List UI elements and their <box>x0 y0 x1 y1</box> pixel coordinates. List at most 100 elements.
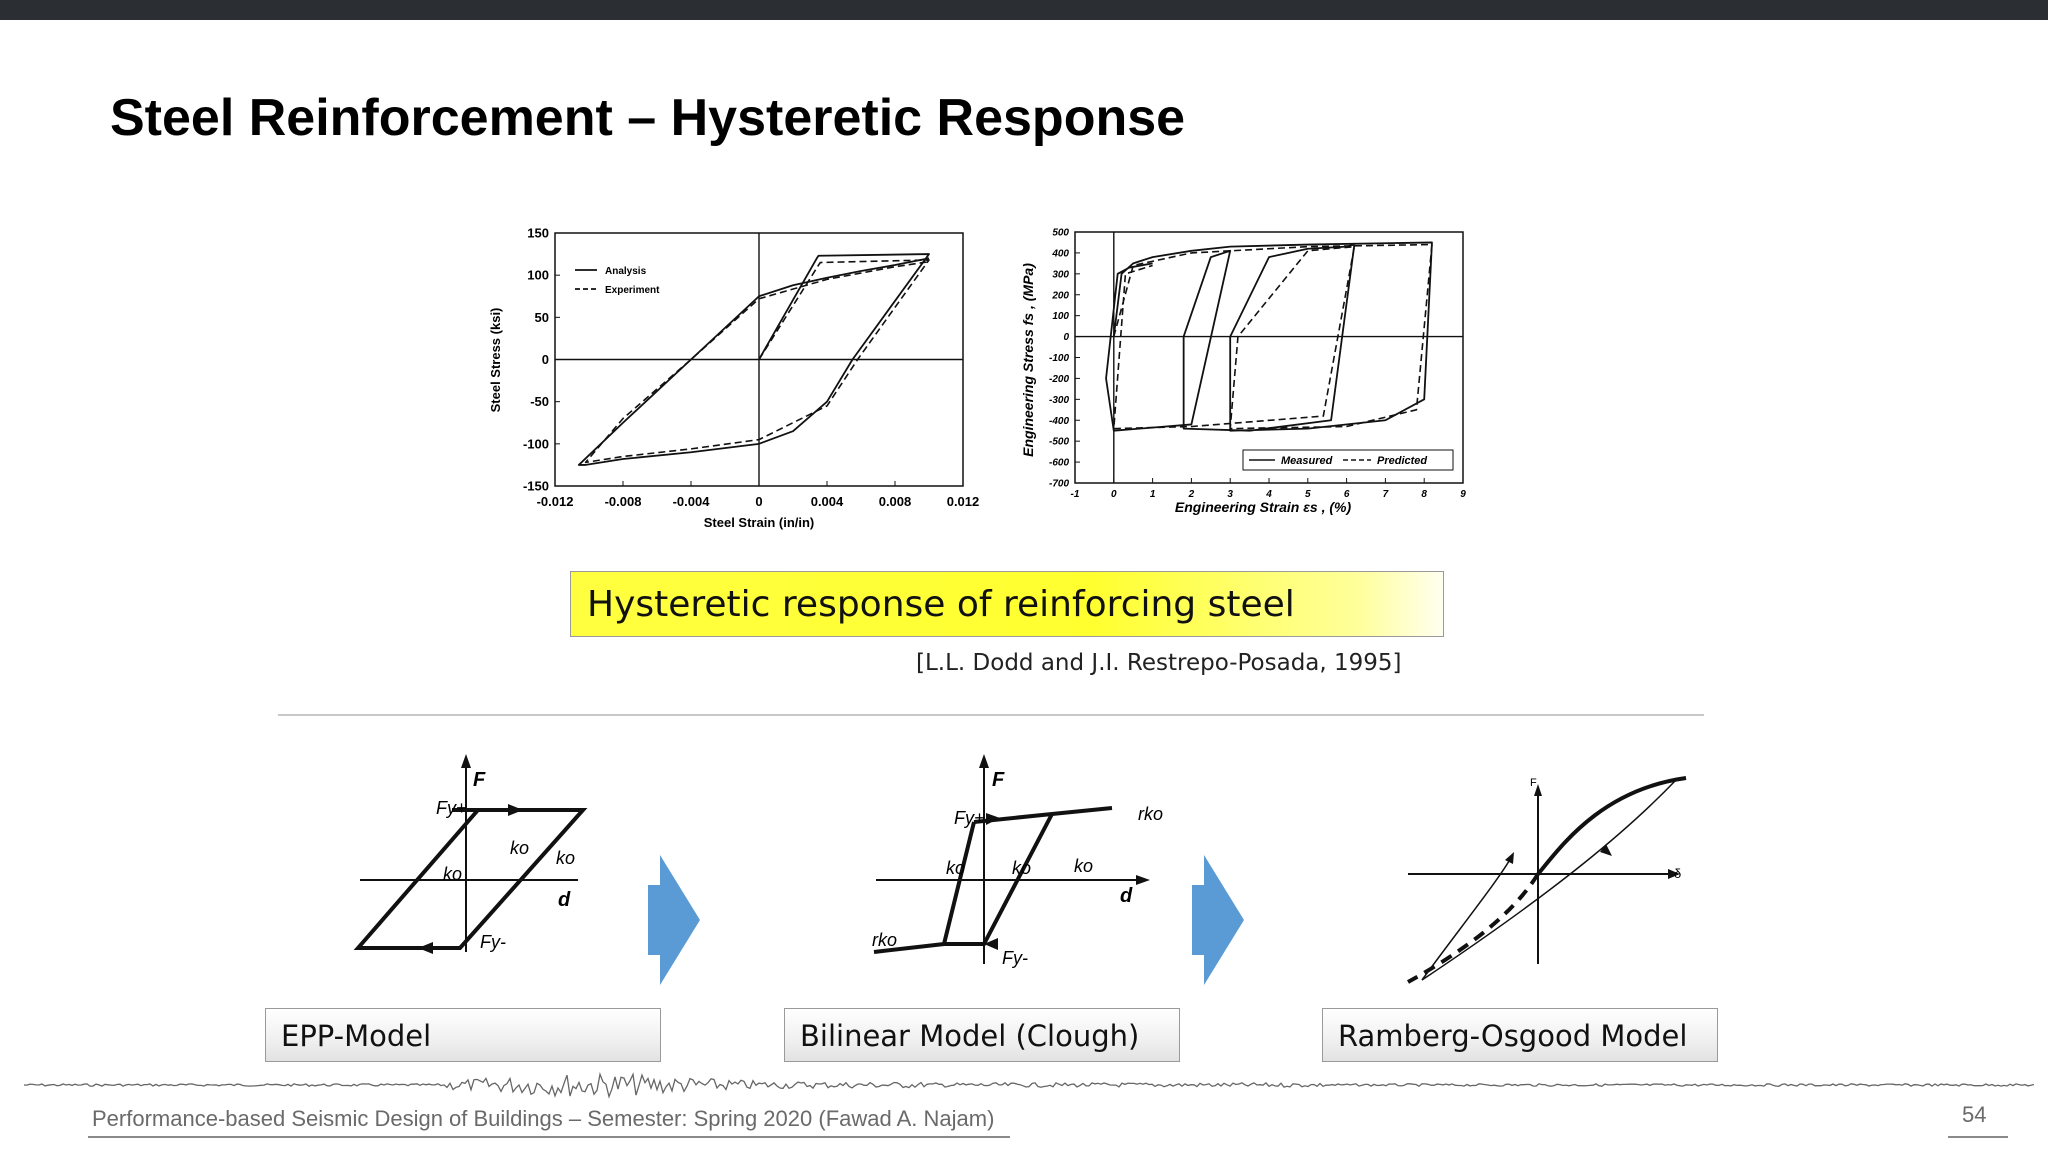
y-tick-label: 100 <box>527 268 549 283</box>
post-yield-label-bottom: rko <box>872 930 897 950</box>
bilinear-model-label-text: Bilinear Model (Clough) <box>800 1019 1140 1053</box>
footer-underline <box>88 1136 1010 1138</box>
unloading-curve <box>1421 779 1677 981</box>
series-line-predicted <box>1113 243 1433 430</box>
y-tick-label: 0 <box>1063 332 1069 343</box>
fy-neg-label: Fy- <box>1002 948 1028 968</box>
x-tick-label: -0.008 <box>605 494 642 509</box>
x-tick-label: 4 <box>1265 489 1272 500</box>
chart-steel-stress-mpa: -1 0 1 2 3 4 5 6 7 8 9 500 400 300 200 100 0 -100 -200 -30… <box>1020 228 1466 516</box>
x-tick-label: 0.004 <box>811 494 844 509</box>
y-tick-label: -200 <box>1049 374 1069 385</box>
y-tick-label: 500 <box>1052 228 1069 239</box>
y-axis-label-2: Engineering Stress fs , (MPa) <box>1020 263 1036 457</box>
x-tick-label: 2 <box>1188 489 1195 500</box>
y-tick-label: -600 <box>1049 458 1069 469</box>
x-tick-label: -1 <box>1071 489 1080 500</box>
x-axis-label-1: Steel Strain (in/in) <box>704 515 815 530</box>
stiffness-label-1: ko <box>946 858 965 878</box>
page-number-underline <box>1948 1136 2008 1138</box>
axis-arrowhead <box>461 754 471 768</box>
page-number: 54 <box>1962 1102 1987 1127</box>
y-axis-label-1: Steel Stress (ksi) <box>488 308 503 413</box>
chart-steel-stress-ksi: -0.012 -0.008 -0.004 0 0.004 0.008 0.012 150 10… <box>488 226 980 530</box>
x-tick-label: 1 <box>1150 489 1156 500</box>
x-tick-label: 6 <box>1344 489 1350 500</box>
disp-axis-label: d <box>558 889 571 911</box>
epp-model-diagram: F Fy+ Fy- d ko ko ko <box>353 754 588 954</box>
footer-course-info: Performance-based Seismic Design of Buil… <box>92 1106 995 1131</box>
ramberg-osgood-diagram: F δ <box>1407 776 1687 984</box>
loading-arrow <box>508 804 523 816</box>
stiffness-label-2: ko <box>1012 858 1031 878</box>
x-tick-label: 0.012 <box>947 494 980 509</box>
y-tick-label: 150 <box>527 226 549 241</box>
stiffness-label-1: ko <box>443 864 462 884</box>
plot-frame-2 <box>1074 231 1464 484</box>
bilinear-model-label: Bilinear Model (Clough) <box>784 1008 1180 1062</box>
x-tick-label: 3 <box>1227 489 1233 500</box>
y-tick-label: 400 <box>1051 248 1069 259</box>
fy-pos-label: Fy+ <box>954 808 985 828</box>
ramberg-osgood-model-label-text: Ramberg-Osgood Model <box>1338 1019 1688 1053</box>
ramberg-osgood-model-label: Ramberg-Osgood Model <box>1322 1008 1718 1062</box>
fy-pos-label: Fy+ <box>436 798 467 818</box>
x-tick-label: -0.012 <box>537 494 574 509</box>
fy-neg-label: Fy- <box>480 932 506 952</box>
series-line-experiment <box>584 259 930 464</box>
y-tick-label: 100 <box>1052 311 1069 322</box>
legend-label: Predicted <box>1377 455 1427 467</box>
x-tick-label: 0.008 <box>879 494 912 509</box>
y-tick-label: -500 <box>1049 437 1069 448</box>
arrow-shape-1 <box>648 855 700 985</box>
caption-text: Hysteretic response of reinforcing steel <box>587 584 1295 625</box>
legend-label: Experiment <box>605 285 660 296</box>
y-tick-label: -400 <box>1049 416 1069 427</box>
top-bar <box>0 0 2048 20</box>
y-tick-label: -50 <box>530 394 549 409</box>
x-tick-label: 0 <box>755 494 762 509</box>
y-tick-label: -300 <box>1049 395 1069 406</box>
x-tick-label: 9 <box>1460 489 1466 500</box>
force-axis-label: F <box>1530 777 1537 789</box>
bilinear-model-diagram: F Fy+ Fy- d ko ko ko rko rko <box>872 754 1163 968</box>
x-axis-label-2: Engineering Strain εs , (%) <box>1175 499 1352 515</box>
x-tick-label: 0 <box>1111 489 1117 500</box>
seismograph-divider <box>24 1071 2034 1099</box>
y-tick-label: 300 <box>1052 269 1069 280</box>
force-axis-label: F <box>992 769 1005 791</box>
force-axis-label: F <box>473 769 486 791</box>
y-tick-label: -100 <box>1049 353 1069 364</box>
slide-title: Steel Reinforcement – Hysteretic Respons… <box>110 89 1186 147</box>
stiffness-label-3: ko <box>1074 856 1093 876</box>
x-tick-label: 8 <box>1421 489 1427 500</box>
series-line-analysis <box>577 253 930 466</box>
disp-axis-label: d <box>1120 885 1133 907</box>
epp-model-label: EPP-Model <box>265 1008 661 1062</box>
y-tick-label: 200 <box>1051 290 1069 301</box>
x-tick-label: 5 <box>1305 489 1311 500</box>
y-tick-label: 50 <box>535 310 549 325</box>
stiffness-label-2: ko <box>510 838 529 858</box>
epp-model-label-text: EPP-Model <box>281 1019 432 1053</box>
stiffness-label-3: ko <box>556 848 575 868</box>
section-divider <box>278 714 1704 716</box>
arrow-shape-2 <box>1192 855 1244 985</box>
x-tick-label: -0.004 <box>673 494 711 509</box>
reloading-curve <box>1421 855 1513 981</box>
skeleton-curve <box>1536 776 1687 876</box>
disp-axis-label: δ <box>1674 866 1681 881</box>
x-tick-label: 7 <box>1383 489 1389 500</box>
y-tick-label: -100 <box>523 436 549 451</box>
unloading-arrow <box>418 942 433 954</box>
legend-label: Analysis <box>605 266 647 277</box>
y-tick-label: 0 <box>542 352 549 367</box>
series-line-measured <box>1105 241 1433 432</box>
post-yield-label-top: rko <box>1138 804 1163 824</box>
legend-label: Measured <box>1281 455 1333 467</box>
skeleton-curve-negative <box>1407 872 1540 984</box>
y-tick-label: -700 <box>1049 479 1069 490</box>
y-tick-label: -150 <box>523 479 549 494</box>
axis-arrowhead <box>979 754 989 768</box>
caption-box: Hysteretic response of reinforcing steel <box>570 571 1444 637</box>
